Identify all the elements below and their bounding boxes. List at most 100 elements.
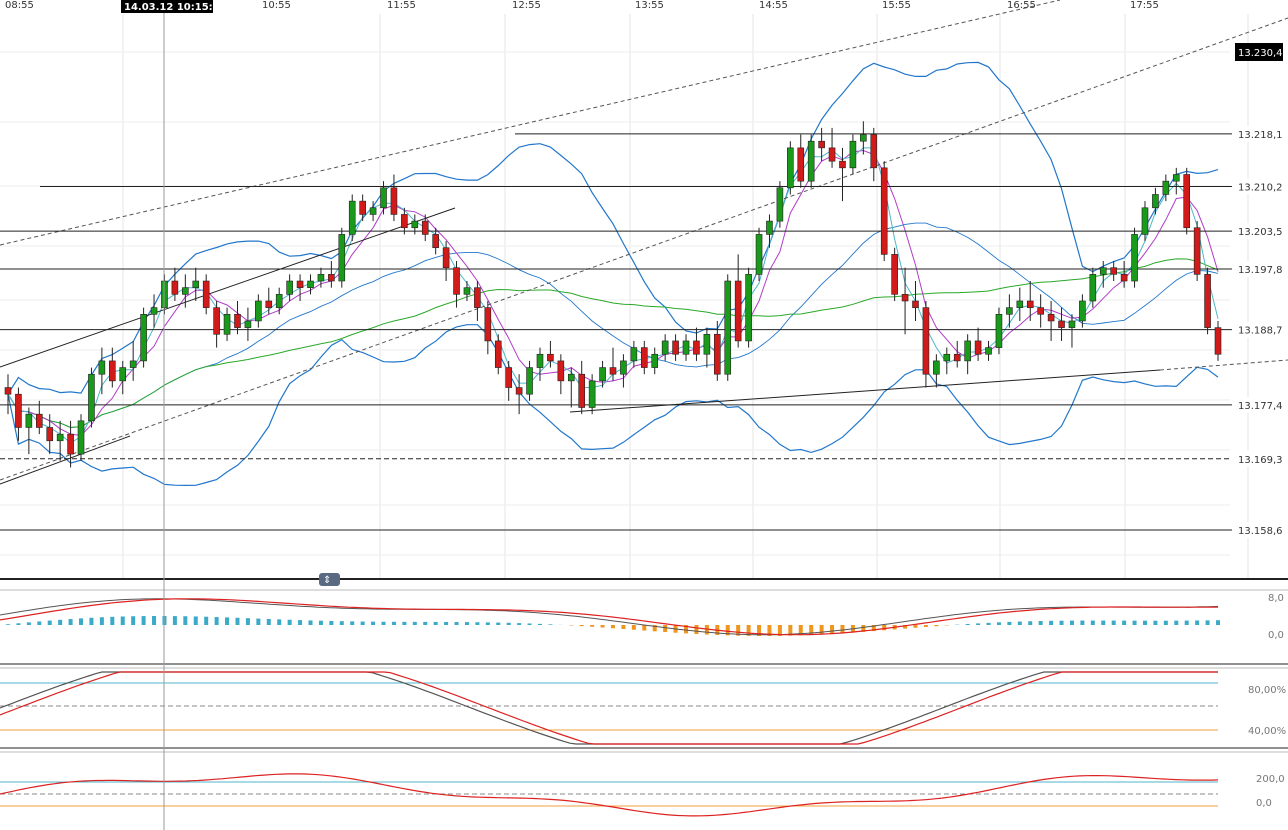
- panel-splitter-handle[interactable]: ⇕: [319, 573, 340, 586]
- candle[interactable]: [620, 354, 627, 388]
- candle[interactable]: [119, 360, 127, 395]
- candle[interactable]: [411, 214, 419, 235]
- trend-line[interactable]: [0, 207, 456, 368]
- candle[interactable]: [745, 267, 752, 348]
- candle[interactable]: [1068, 314, 1076, 348]
- candle[interactable]: [192, 267, 200, 301]
- candle[interactable]: [807, 134, 815, 188]
- candle[interactable]: [1016, 287, 1024, 321]
- candle[interactable]: [1047, 300, 1055, 341]
- candle[interactable]: [98, 347, 106, 395]
- candle[interactable]: [714, 320, 721, 381]
- horizontal-price-lines[interactable]: [0, 133, 1232, 531]
- candle[interactable]: [265, 287, 273, 315]
- candle[interactable]: [912, 281, 919, 321]
- candle[interactable]: [547, 340, 554, 368]
- candle[interactable]: [828, 127, 836, 168]
- candle[interactable]: [1162, 174, 1170, 202]
- candle[interactable]: [630, 340, 638, 368]
- candle[interactable]: [776, 181, 784, 228]
- candle[interactable]: [693, 327, 700, 361]
- candle[interactable]: [578, 360, 586, 415]
- candle[interactable]: [77, 414, 85, 461]
- candle[interactable]: [787, 141, 794, 195]
- candle[interactable]: [661, 334, 669, 361]
- candle[interactable]: [1006, 294, 1013, 328]
- candle[interactable]: [839, 147, 846, 202]
- candle[interactable]: [474, 281, 481, 321]
- candle[interactable]: [1141, 201, 1149, 242]
- candle[interactable]: [953, 340, 961, 368]
- candle[interactable]: [1099, 261, 1107, 288]
- candle[interactable]: [651, 347, 659, 375]
- candle[interactable]: [1026, 281, 1034, 321]
- candle[interactable]: [453, 261, 460, 308]
- candle[interactable]: [338, 227, 346, 288]
- candle[interactable]: [985, 340, 992, 361]
- candle[interactable]: [1131, 227, 1138, 288]
- candle[interactable]: [672, 334, 679, 361]
- candle[interactable]: [88, 367, 95, 428]
- candle[interactable]: [964, 334, 971, 375]
- candle[interactable]: [15, 387, 22, 441]
- candle[interactable]: [380, 181, 387, 215]
- candle[interactable]: [724, 274, 732, 381]
- trend-line[interactable]: [0, 0, 1061, 246]
- candle[interactable]: [35, 400, 43, 435]
- candle[interactable]: [1079, 294, 1086, 328]
- candle[interactable]: [244, 307, 252, 341]
- candle[interactable]: [390, 174, 398, 222]
- splitter-handle[interactable]: [319, 573, 340, 586]
- candle[interactable]: [901, 267, 909, 335]
- candle[interactable]: [25, 407, 33, 455]
- candle[interactable]: [307, 274, 314, 295]
- candle[interactable]: [933, 354, 940, 388]
- candle[interactable]: [505, 360, 512, 401]
- candle[interactable]: [494, 334, 502, 375]
- candle[interactable]: [4, 374, 12, 415]
- candle[interactable]: [703, 327, 711, 368]
- candle[interactable]: [870, 127, 878, 182]
- candle[interactable]: [150, 294, 158, 328]
- trend-line[interactable]: [0, 435, 131, 485]
- candle[interactable]: [67, 420, 74, 468]
- candle[interactable]: [536, 347, 544, 381]
- candle[interactable]: [432, 227, 439, 255]
- candle[interactable]: [1214, 320, 1222, 361]
- candle[interactable]: [359, 194, 366, 222]
- candle[interactable]: [213, 300, 220, 348]
- candle[interactable]: [766, 214, 773, 248]
- candle[interactable]: [171, 267, 179, 301]
- candle[interactable]: [1120, 261, 1128, 288]
- candle[interactable]: [421, 214, 429, 242]
- candle[interactable]: [891, 247, 898, 301]
- candle[interactable]: [755, 227, 763, 282]
- candles[interactable]: [4, 121, 1222, 468]
- candle[interactable]: [1183, 167, 1191, 235]
- candle[interactable]: [557, 354, 565, 395]
- candle[interactable]: [995, 307, 1003, 355]
- candle[interactable]: [255, 294, 262, 328]
- candle[interactable]: [401, 207, 408, 235]
- candle[interactable]: [860, 121, 867, 155]
- candle[interactable]: [734, 254, 742, 348]
- candle[interactable]: [526, 360, 533, 401]
- candle[interactable]: [286, 274, 293, 301]
- candle[interactable]: [348, 194, 356, 242]
- candle[interactable]: [609, 347, 617, 381]
- candle[interactable]: [640, 340, 648, 375]
- candle[interactable]: [234, 300, 241, 335]
- candle[interactable]: [109, 347, 116, 388]
- candle[interactable]: [463, 281, 471, 301]
- candle[interactable]: [515, 374, 523, 415]
- candle[interactable]: [46, 414, 54, 455]
- candle[interactable]: [599, 360, 606, 388]
- candle[interactable]: [588, 374, 596, 415]
- candle[interactable]: [849, 134, 857, 175]
- candle[interactable]: [369, 201, 377, 222]
- candle[interactable]: [1172, 167, 1180, 195]
- candle[interactable]: [182, 274, 189, 308]
- candle[interactable]: [974, 327, 982, 361]
- candle[interactable]: [275, 287, 283, 315]
- candle[interactable]: [328, 261, 335, 288]
